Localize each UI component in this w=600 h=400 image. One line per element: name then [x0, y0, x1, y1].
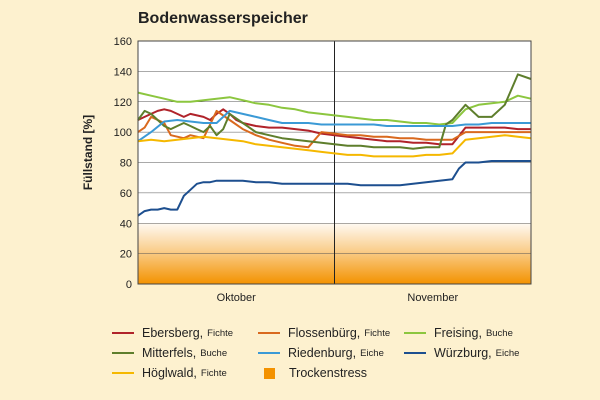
y-tick-label: 60: [120, 188, 132, 200]
legend-species: Fichte: [364, 327, 391, 339]
y-tick-label: 40: [120, 218, 132, 230]
x-tick-label: Oktober: [217, 292, 256, 304]
legend-swatch: [264, 367, 275, 379]
legend-label: Flossenbürg,: [288, 326, 361, 340]
series-lines: [137, 73, 532, 217]
legend-item: Flossenbürg, Fichte: [258, 326, 390, 340]
legend-item: Riedenburg, Eiche: [258, 346, 384, 360]
legend-label: Ebersberg,: [142, 326, 204, 340]
legend-species: Buche: [485, 327, 513, 339]
legend-species: Eiche: [495, 347, 520, 359]
legend-label: Riedenburg,: [288, 346, 357, 360]
legend-species: Eiche: [360, 347, 384, 359]
legend-swatch: [258, 331, 280, 335]
y-tick-labels: 0 20 40 60 80 100 120 140 160: [114, 36, 132, 291]
legend-label: Höglwald,: [142, 366, 197, 380]
y-tick-label: 0: [126, 279, 132, 291]
legend-label: Freising,: [434, 326, 482, 340]
y-tick-label: 120: [114, 97, 132, 109]
legend-item: Höglwald, Fichte: [112, 366, 227, 380]
series-line-ebersberg: [137, 108, 531, 146]
series-line-flossenb-rg: [137, 109, 531, 149]
legend-swatch: [258, 351, 280, 355]
legend-swatch: [112, 371, 134, 375]
y-tick-label: 100: [114, 127, 132, 139]
legend-swatch: [112, 331, 134, 335]
legend-swatch: [112, 351, 134, 355]
x-tick-labels: Oktober November: [217, 292, 459, 304]
legend-label: Trockenstress: [289, 366, 368, 380]
series-line-riedenburg: [137, 109, 531, 143]
legend-species: Fichte: [207, 327, 234, 339]
legend-item: Trockenstress: [258, 366, 367, 380]
legend-item: Würzburg, Eiche: [404, 346, 519, 360]
series-line-mitterfels: [137, 73, 532, 150]
legend-species: Fichte: [200, 367, 227, 379]
y-axis-label: Füllstand [%]: [81, 115, 95, 190]
series-line-freising: [137, 91, 532, 126]
legend-swatch: [404, 331, 426, 335]
chart-title: Bodenwasserspeicher: [138, 10, 308, 27]
legend-item: Ebersberg, Fichte: [112, 326, 233, 340]
series-line-w-rzburg: [137, 160, 531, 217]
y-tick-label: 160: [114, 36, 132, 48]
x-tick-label: November: [407, 292, 458, 304]
y-tick-label: 140: [114, 66, 132, 78]
legend-swatch: [404, 351, 426, 355]
y-tick-label: 20: [120, 249, 132, 261]
legend-label: Mitterfels,: [142, 346, 197, 360]
legend-label: Würzburg,: [434, 346, 492, 360]
legend: Ebersberg, Fichte Flossenbürg, Fichte Freisi…: [112, 326, 532, 396]
legend-item: Mitterfels, Buche: [112, 346, 227, 360]
series-line-h-glwald: [137, 134, 532, 158]
plot-frame: [137, 40, 532, 285]
legend-species: Buche: [200, 347, 228, 359]
y-tick-label: 80: [120, 158, 132, 170]
legend-item: Freising, Buche: [404, 326, 513, 340]
